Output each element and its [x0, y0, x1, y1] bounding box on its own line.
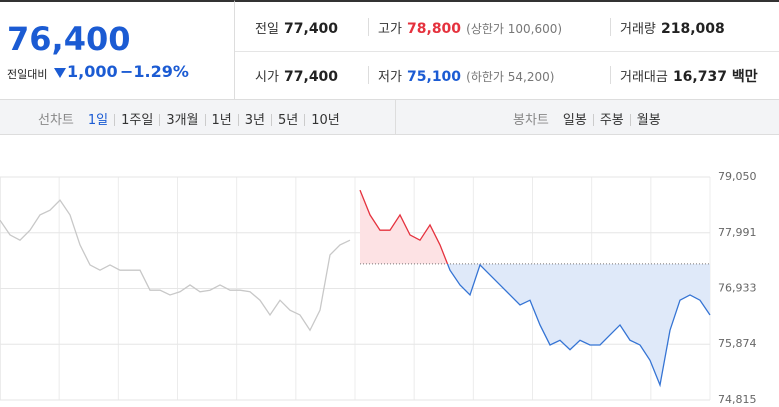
y-tick-label: 76,933 — [718, 281, 757, 294]
tab-separator — [114, 113, 116, 126]
stat-value: 78,800 — [407, 21, 462, 37]
divider — [395, 100, 396, 134]
stat-note: (상한가 100,600) — [466, 22, 563, 36]
tab[interactable]: 1주일 — [121, 113, 154, 128]
stat: 고가 78,800 (상한가 100,600) — [378, 18, 562, 37]
tab[interactable]: 일봉 — [562, 113, 587, 128]
stat-value: 77,400 — [284, 69, 339, 85]
stat-note: (하한가 54,200) — [466, 70, 555, 84]
stat: 전일 77,400 — [255, 18, 338, 37]
price-line — [0, 199, 351, 332]
change: 1,000 — [67, 62, 118, 81]
tab-separator — [159, 113, 161, 126]
stat-label: 고가 — [378, 22, 402, 37]
stat-value: 218,008 — [660, 21, 725, 37]
stat-label: 거래대금 — [620, 70, 668, 85]
y-tick-label: 77,991 — [718, 226, 757, 239]
down-icon — [54, 68, 66, 78]
tab-separator — [204, 113, 206, 126]
stat-value: 16,737 백만 — [672, 69, 758, 85]
divider — [368, 18, 369, 36]
stat-label: 저가 — [378, 70, 402, 85]
tab[interactable]: 월봉 — [636, 113, 661, 128]
tab-separator — [592, 113, 594, 126]
tab[interactable]: 주봉 — [599, 113, 624, 128]
stats-box: 전일 77,400 고가 78,800 (상한가 100,600) 거래량 21… — [235, 0, 779, 100]
stat: 저가 75,100 (하한가 54,200) — [378, 66, 554, 85]
divider — [610, 18, 611, 36]
line-tabs: 선차트 1일 1주일 3개월 1년 3년 5년 10년 — [38, 109, 340, 128]
stat-label: 거래량 — [620, 22, 656, 37]
tab-bar: 선차트 1일 1주일 3개월 1년 3년 5년 10년 봉차트 일봉 주봉 월봉 — [0, 100, 779, 135]
tab[interactable]: 5년 — [278, 113, 299, 128]
stat: 거래량 218,008 — [620, 18, 725, 37]
tab[interactable]: 10년 — [311, 113, 340, 128]
candle-tabs: 봉차트 일봉 주봉 월봉 — [513, 109, 661, 128]
tab-group-label: 봉차트 — [513, 113, 549, 128]
tab-separator — [271, 113, 272, 126]
y-tick-label: 79,050 — [718, 170, 757, 183]
stat-label: 전일 — [255, 22, 279, 37]
tab-separator — [237, 113, 239, 126]
tab[interactable]: 3개월 — [166, 113, 199, 128]
y-tick-label: 74,815 — [718, 393, 757, 406]
divider — [368, 66, 369, 84]
tab-group-label: 선차트 — [38, 113, 74, 128]
tab-separator — [304, 113, 306, 126]
price: 76,400 — [7, 20, 131, 58]
tab-separator — [629, 113, 631, 126]
tab[interactable]: 1일 — [87, 113, 109, 128]
stat: 시가 77,400 — [255, 66, 338, 85]
tab[interactable]: 1년 — [211, 113, 232, 128]
tab[interactable]: 3년 — [244, 113, 265, 128]
change-label: 전일대비 — [7, 68, 48, 81]
y-tick-label: 75,874 — [718, 337, 757, 350]
row-divider — [235, 51, 779, 52]
stat-value: 77,400 — [284, 21, 339, 37]
area-fill — [360, 190, 710, 385]
change-pct: −1.29% — [120, 62, 189, 81]
stat-value: 75,100 — [407, 69, 462, 85]
stat: 거래대금 16,737 백만 — [620, 66, 758, 86]
stat-label: 시가 — [255, 70, 279, 85]
price-box: 76,400 전일대비 1,000 −1.29% — [0, 0, 235, 100]
price-line — [359, 189, 711, 388]
divider — [610, 66, 611, 84]
